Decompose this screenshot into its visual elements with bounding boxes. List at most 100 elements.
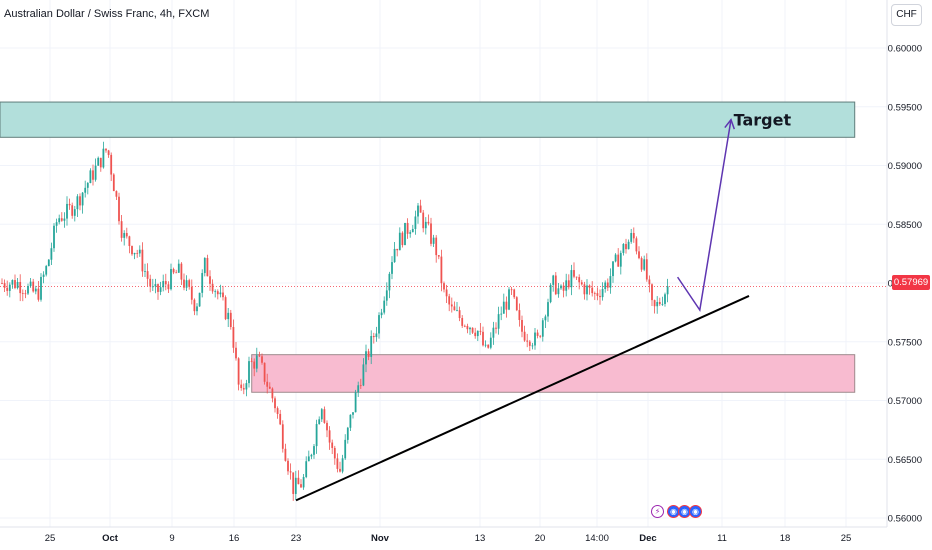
candle-body [596, 293, 599, 296]
candle-body [222, 292, 224, 298]
candle-body [144, 271, 146, 272]
candlestick-series [1, 141, 669, 501]
time-axis[interactable]: 25 Oct 9 16 23 Nov 13 20 14:00 Dec 11 18 25 [45, 533, 852, 544]
candle-body [437, 255, 440, 257]
candle-body [94, 165, 97, 180]
candle-body [294, 477, 297, 494]
candle-body [287, 460, 289, 472]
candle-body [203, 257, 206, 274]
price-tick-label: 0.56500 [888, 455, 922, 466]
candle-body [209, 276, 211, 284]
candle-body [440, 256, 443, 284]
candle-body [625, 243, 627, 250]
candle-body [128, 236, 131, 247]
candle-body [151, 286, 154, 288]
time-tick-label: 16 [229, 533, 240, 544]
time-tick-label: 25 [841, 533, 852, 544]
candle-body [482, 331, 484, 346]
candle-body [549, 284, 552, 303]
candle-body [164, 281, 167, 285]
candle-body [406, 222, 409, 234]
target-zone[interactable] [0, 101, 856, 138]
time-tick-label: Oct [102, 533, 119, 544]
candle-body [102, 148, 105, 168]
candle-body [562, 285, 565, 291]
candle-body [469, 327, 471, 330]
candle-body [53, 225, 55, 249]
candle-body [658, 302, 661, 305]
candle-body [510, 289, 513, 291]
candle-body [159, 287, 162, 292]
candle-body [515, 297, 518, 311]
candle-body [622, 243, 625, 253]
candle-body [604, 282, 607, 290]
candle-body [492, 327, 495, 338]
candle-body [664, 294, 666, 304]
candle-body [14, 280, 16, 288]
candle-body [201, 273, 204, 293]
candle-body [66, 203, 68, 219]
candle-body [302, 477, 305, 488]
candle-body [237, 358, 240, 385]
candle-body [235, 347, 237, 359]
candle-body [198, 292, 201, 307]
candle-body [206, 257, 209, 277]
candle-body [495, 327, 497, 329]
candle-body [539, 335, 542, 337]
candle-body [105, 148, 107, 151]
candle-body [279, 413, 282, 425]
candle-body [588, 285, 591, 288]
candle-body [141, 249, 144, 272]
earth-icon[interactable]: ◉ [689, 505, 702, 518]
candle-body [401, 232, 404, 246]
candle-body [341, 458, 344, 472]
candle-body [211, 283, 214, 292]
candle-body [97, 157, 100, 166]
candle-body [284, 448, 287, 461]
candle-body [99, 157, 102, 168]
candle-body [253, 361, 256, 369]
time-tick-label: 14:00 [585, 533, 609, 544]
support-zone[interactable] [251, 354, 856, 393]
target-label: Target [734, 111, 792, 130]
candle-body [60, 218, 63, 221]
candle-body [432, 237, 435, 244]
candle-body [193, 299, 196, 312]
projection-arrow[interactable] [676, 118, 736, 313]
candle-body [651, 284, 653, 301]
candle-body [606, 282, 609, 288]
candle-body [118, 196, 120, 222]
time-tick-label: 9 [169, 533, 174, 544]
candle-body [357, 385, 360, 393]
candle-body [177, 263, 180, 273]
candle-body [333, 447, 336, 459]
candle-body [586, 285, 588, 295]
candle-body [362, 364, 365, 386]
candle-body [268, 386, 271, 389]
candle-body [640, 258, 643, 270]
candle-body [190, 286, 193, 300]
candle-body [63, 218, 66, 221]
currency-button[interactable]: CHF [891, 4, 922, 26]
candle-body [570, 270, 573, 288]
candle-body [531, 345, 534, 347]
candle-body [372, 336, 375, 338]
candle-body [261, 356, 263, 363]
support-trendline[interactable] [295, 295, 750, 502]
candle-body [8, 284, 11, 291]
time-tick-label: 23 [291, 533, 302, 544]
candle-body [219, 292, 222, 295]
candle-body [645, 259, 648, 280]
candle-body [391, 262, 393, 274]
candle-body [612, 261, 614, 277]
candle-body [591, 287, 594, 294]
candle-body [81, 192, 84, 206]
candle-body [227, 312, 230, 320]
candle-body [487, 344, 490, 348]
candle-body [175, 272, 178, 274]
candle-body [580, 282, 583, 285]
lightning-icon[interactable]: ⚡ [651, 505, 664, 518]
candle-body [523, 331, 526, 341]
candle-body [599, 295, 601, 298]
